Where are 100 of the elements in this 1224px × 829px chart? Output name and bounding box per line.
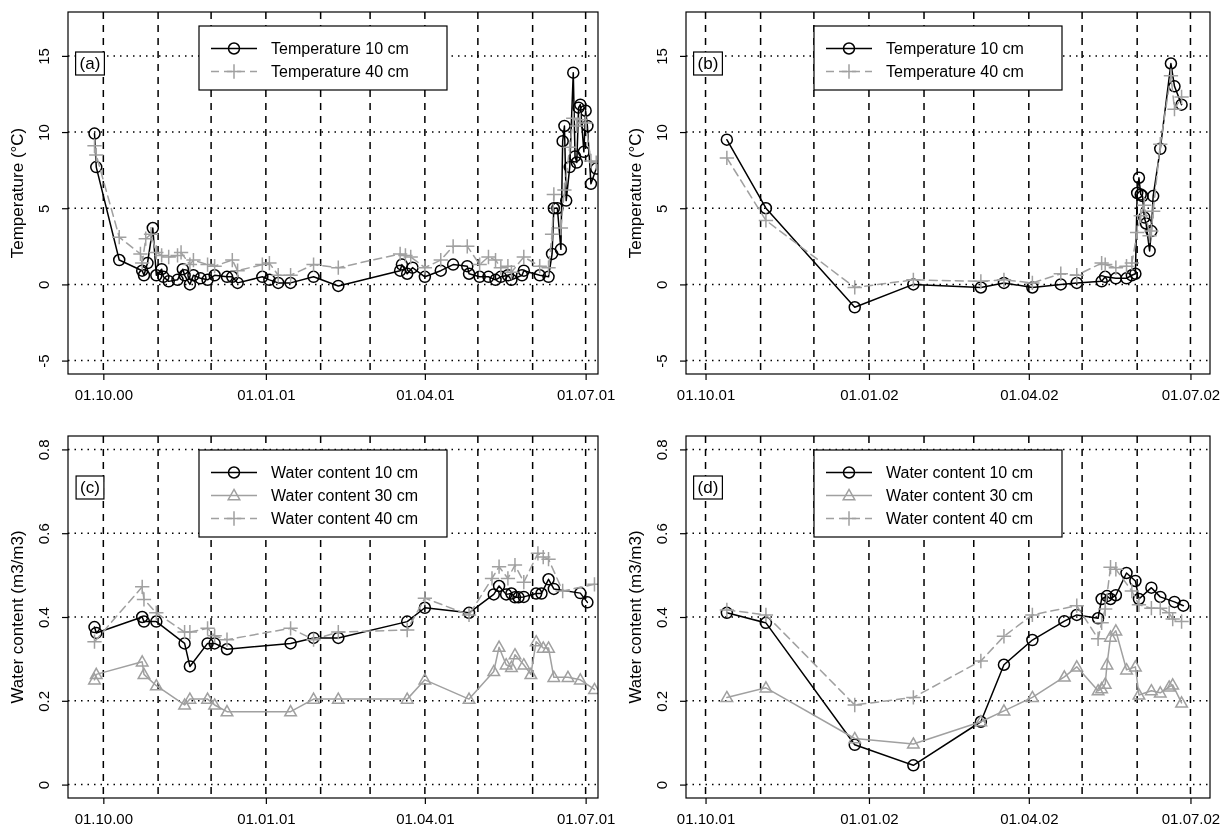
point: [905, 689, 922, 706]
point: [848, 731, 862, 744]
point: [524, 667, 538, 680]
point: [199, 256, 216, 273]
y-tick-label: -5: [35, 354, 52, 368]
point: [183, 692, 197, 704]
point: [718, 601, 735, 618]
point: [153, 247, 170, 264]
point: [997, 704, 1011, 716]
point: [1054, 278, 1068, 291]
y-tick-label: 0.4: [35, 607, 52, 628]
point: [143, 226, 159, 243]
point: [535, 549, 552, 565]
point: [1163, 67, 1179, 84]
point: [400, 692, 414, 704]
point: [1138, 211, 1151, 224]
point: [545, 186, 562, 203]
point: [1026, 633, 1039, 647]
point: [1164, 611, 1181, 627]
point: [229, 262, 246, 279]
point: [169, 247, 186, 264]
point: [1107, 259, 1124, 276]
point: [254, 256, 271, 273]
point: [1146, 189, 1160, 203]
point: [544, 226, 560, 243]
point: [178, 698, 192, 710]
point: [1143, 244, 1156, 258]
point: [529, 634, 543, 647]
point: [1131, 596, 1147, 613]
point: [305, 256, 322, 273]
point: [1123, 583, 1140, 599]
point: [137, 615, 151, 628]
y-axis-title: Temperature (°C): [626, 127, 645, 259]
point: [206, 258, 223, 275]
point: [87, 673, 102, 685]
point: [1025, 690, 1039, 703]
point: [88, 620, 101, 634]
annotation: (c): [80, 478, 100, 497]
point: [1132, 592, 1146, 606]
point: [1120, 566, 1133, 580]
panel-label: (d): [693, 475, 723, 500]
point: [89, 667, 103, 680]
point: [1164, 57, 1178, 70]
point: [134, 255, 151, 271]
point: [1070, 608, 1084, 622]
panel-label: (a): [75, 51, 105, 76]
point: [480, 249, 497, 265]
point: [512, 591, 525, 604]
point: [1173, 89, 1190, 105]
point: [972, 653, 989, 669]
x-tick-label: 01.01.01: [237, 810, 296, 828]
point: [282, 620, 299, 637]
point: [542, 641, 556, 653]
y-tick-label: 0.4: [653, 607, 670, 628]
legend-label: Temperature 40 cm: [886, 63, 1024, 81]
point: [1026, 281, 1039, 294]
point: [1097, 256, 1114, 273]
point: [581, 596, 594, 609]
y-tick-label: 0: [35, 780, 52, 790]
point: [182, 624, 198, 640]
point: [86, 633, 103, 650]
point: [462, 692, 476, 704]
point: [499, 657, 513, 670]
point: [1166, 101, 1183, 118]
point: [846, 279, 863, 296]
point: [135, 610, 149, 624]
x-tick-label: 01.10.01: [676, 810, 736, 828]
point: [88, 147, 105, 163]
point: [996, 628, 1012, 645]
point: [718, 150, 735, 166]
point: [1024, 274, 1041, 291]
point: [1097, 601, 1114, 617]
point: [484, 570, 500, 587]
point: [1162, 680, 1176, 692]
point: [1152, 136, 1169, 153]
point: [399, 622, 416, 638]
point: [111, 229, 128, 246]
point: [148, 604, 165, 621]
point: [540, 551, 557, 568]
point: [759, 616, 773, 630]
point: [905, 271, 922, 288]
point: [491, 558, 507, 575]
point: [758, 212, 774, 229]
point: [282, 267, 299, 284]
point: [330, 259, 347, 276]
point: [1154, 142, 1167, 156]
point: [178, 637, 191, 650]
point: [848, 738, 861, 752]
point: [137, 230, 154, 247]
point: [1102, 559, 1119, 576]
point: [445, 238, 462, 255]
point: [1093, 255, 1110, 271]
point: [540, 259, 557, 276]
legend-label: Water content 40 cm: [271, 510, 419, 528]
point: [515, 249, 532, 265]
y-tick-label: 5: [653, 204, 670, 213]
legend-label: Water content 30 cm: [886, 487, 1034, 505]
point: [1104, 592, 1117, 606]
point: [759, 681, 773, 693]
point: [208, 698, 222, 710]
